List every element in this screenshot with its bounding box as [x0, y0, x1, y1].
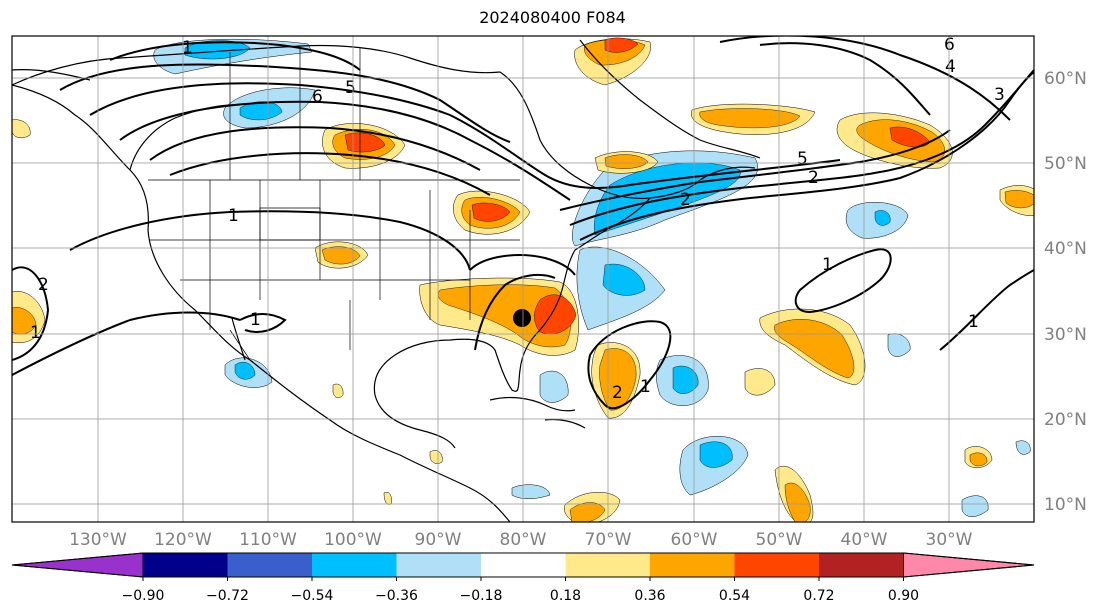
latitude-label: 40°N [1044, 239, 1087, 259]
contour-label: 3 [994, 85, 1005, 105]
contour-label: 2 [680, 190, 691, 210]
colorbar-extend-right [903, 552, 1035, 578]
colorbar-segment [312, 553, 397, 577]
map-frame [11, 35, 1035, 523]
contour-label: 6 [312, 87, 323, 107]
colorbar-segment [819, 553, 904, 577]
longitude-label: 130°W [69, 530, 127, 550]
latitude-labels: 60°N 50°N 40°N 30°N 20°N 10°N [1044, 69, 1087, 515]
longitude-label: 70°W [585, 530, 632, 550]
contour-label: 2 [612, 383, 623, 403]
contour-lines [12, 36, 1034, 410]
colorbar-extend-left [11, 552, 144, 578]
longitude-label: 80°W [500, 530, 547, 550]
latitude-label: 30°N [1044, 325, 1087, 345]
coastlines [12, 39, 761, 522]
contour-label: 1 [182, 38, 193, 58]
contour-label: 1 [640, 377, 651, 397]
colorbar-segment [143, 553, 228, 577]
latitude-label: 20°N [1044, 410, 1087, 430]
contour-label: 1 [822, 255, 833, 275]
colorbar [11, 552, 1035, 578]
contour-label: 4 [945, 57, 956, 77]
colorbar-tick-label: −0.90 [122, 588, 165, 604]
colorbar-tick-label: 0.90 [888, 588, 919, 604]
longitude-label: 90°W [415, 530, 462, 550]
latitude-label: 50°N [1044, 154, 1087, 174]
longitude-labels: 130°W 120°W 110°W 100°W 90°W 80°W 70°W 60°W 50°W… [69, 530, 973, 550]
contour-label: 1 [250, 310, 261, 330]
longitude-label: 60°W [671, 530, 718, 550]
colorbar-tick-label: −0.18 [460, 588, 503, 604]
map-title: 2024080400 F084 [479, 8, 626, 27]
contour-label: 1 [30, 323, 41, 343]
contour-label: 2 [38, 275, 49, 295]
location-marker [513, 309, 531, 327]
contour-label: 5 [797, 149, 808, 169]
colorbar-tick-label: 0.18 [550, 588, 581, 604]
longitude-label: 110°W [239, 530, 297, 550]
latitude-label: 10°N [1044, 495, 1087, 515]
contour-label: 1 [968, 312, 979, 332]
shaded-fields [12, 37, 1034, 522]
latitude-label: 60°N [1044, 69, 1087, 89]
contour-label: 1 [228, 206, 239, 226]
colorbar-tick-labels: −0.90 −0.72 −0.54 −0.36 −0.18 0.18 0.36 0.54 0.7… [122, 577, 919, 604]
colorbar-segment [481, 553, 566, 577]
colorbar-tick-label: −0.72 [206, 588, 249, 604]
colorbar-tick-label: −0.54 [291, 588, 334, 604]
colorbar-tick-label: 0.36 [634, 588, 665, 604]
colorbar-segment [227, 553, 312, 577]
colorbar-tick-label: 0.54 [719, 588, 750, 604]
gridlines [12, 36, 1034, 522]
colorbar-segment [734, 553, 819, 577]
longitude-label: 40°W [841, 530, 888, 550]
contour-label: 2 [808, 168, 819, 188]
colorbar-tick-label: −0.36 [375, 588, 418, 604]
longitude-label: 120°W [154, 530, 212, 550]
colorbar-tick-label: 0.72 [803, 588, 834, 604]
contour-label: 5 [345, 78, 356, 98]
longitude-label: 50°W [756, 530, 803, 550]
colorbar-segment [396, 553, 481, 577]
longitude-label: 100°W [324, 530, 382, 550]
longitude-label: 30°W [926, 530, 973, 550]
colorbar-segment [565, 553, 650, 577]
colorbar-segment [650, 553, 735, 577]
